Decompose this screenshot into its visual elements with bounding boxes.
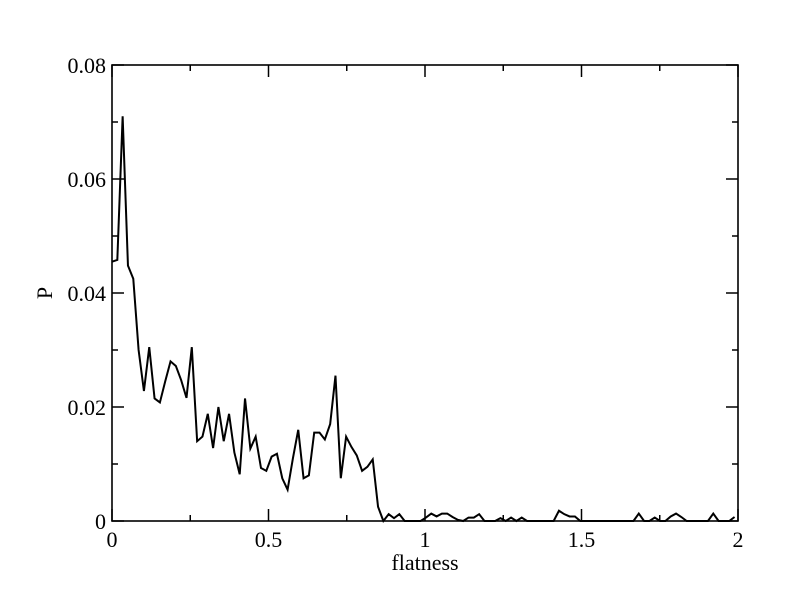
y-axis-label: P xyxy=(32,287,57,299)
tick-labels: 0 0.5 1 1.5 2 0 0.02 0.04 0.06 0.08 xyxy=(68,53,744,552)
x-tick-label: 2 xyxy=(733,527,744,552)
x-tick-label: 1.5 xyxy=(568,527,596,552)
y-tick-label: 0.02 xyxy=(68,395,107,420)
x-axis-label: flatness xyxy=(391,550,458,575)
x-tick-label: 0 xyxy=(107,527,118,552)
ticks xyxy=(111,64,739,522)
y-tick-label: 0.04 xyxy=(68,281,107,306)
plot-frame xyxy=(111,64,739,522)
x-tick-label: 1 xyxy=(420,527,431,552)
y-tick-label: 0 xyxy=(95,509,106,534)
series-line xyxy=(111,116,736,524)
x-tick-label: 0.5 xyxy=(255,527,283,552)
y-tick-label: 0.08 xyxy=(68,53,107,78)
y-tick-label: 0.06 xyxy=(68,167,107,192)
